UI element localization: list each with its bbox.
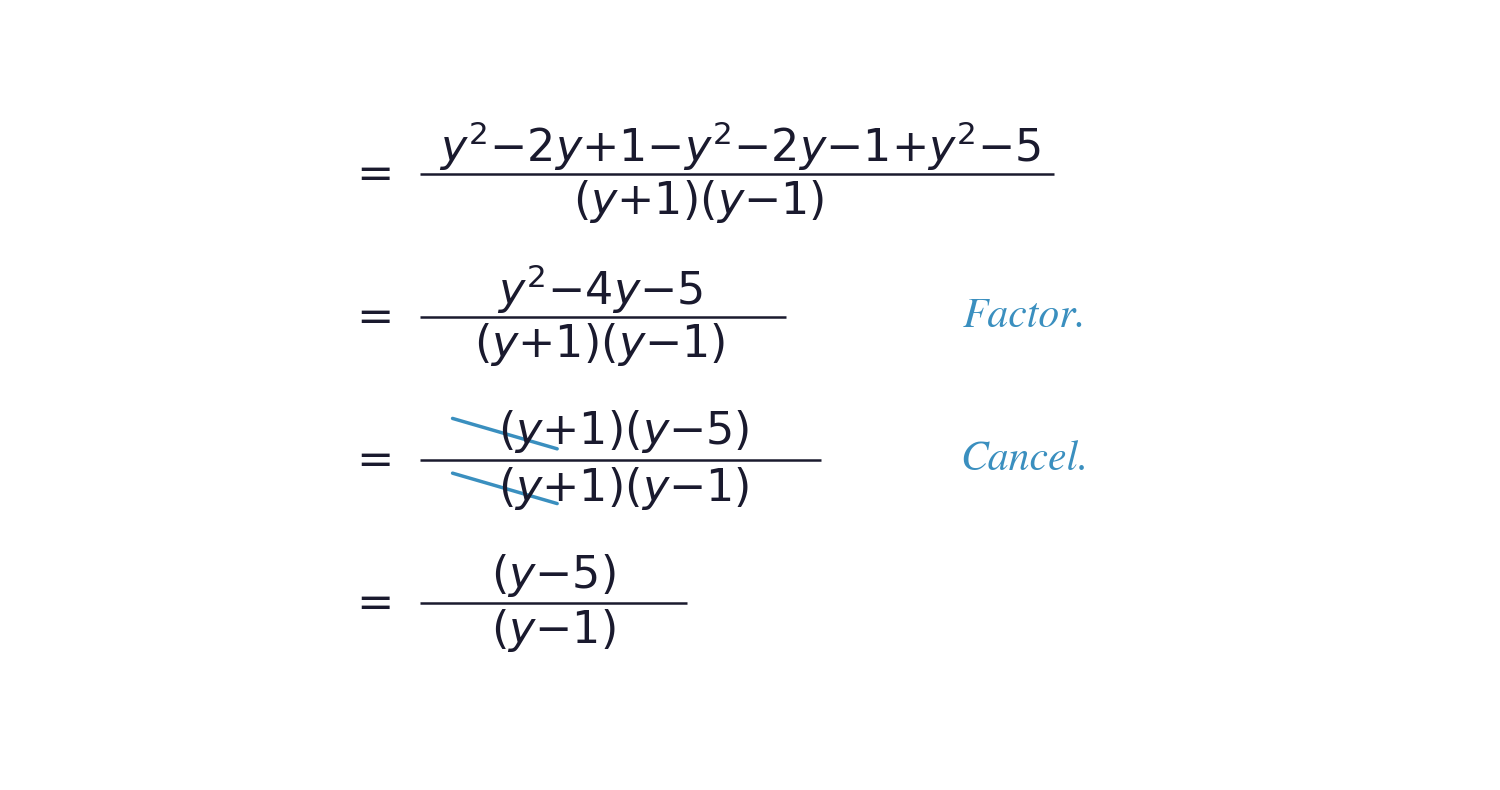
Text: $(y{+}1)(y{-}1)$: $(y{+}1)(y{-}1)$ xyxy=(573,178,825,224)
Text: $(y{+}1)(y{-}1)$: $(y{+}1)(y{-}1)$ xyxy=(474,321,726,367)
Text: $y^{2}{-}4y{-}5$: $y^{2}{-}4y{-}5$ xyxy=(496,262,704,316)
Text: $=$: $=$ xyxy=(348,152,392,195)
Text: $=$: $=$ xyxy=(348,438,392,481)
Text: $(y{-}1)$: $(y{-}1)$ xyxy=(492,607,616,653)
Text: $(y{-}5)$: $(y{-}5)$ xyxy=(492,552,616,599)
Text: Cancel.: Cancel. xyxy=(960,440,1089,480)
Text: $(y{+}1)(y{-}1)$: $(y{+}1)(y{-}1)$ xyxy=(498,465,748,512)
Text: $y^{2}{-}2y{+}1{-}y^{2}{-}2y{-}1{+}y^{2}{-}5$: $y^{2}{-}2y{+}1{-}y^{2}{-}2y{-}1{+}y^{2}… xyxy=(438,120,1041,173)
Text: $=$: $=$ xyxy=(348,295,392,338)
Text: Factor.: Factor. xyxy=(963,297,1086,337)
Text: $(y{+}1)(y{-}5)$: $(y{+}1)(y{-}5)$ xyxy=(498,408,748,455)
Text: $=$: $=$ xyxy=(348,581,392,624)
